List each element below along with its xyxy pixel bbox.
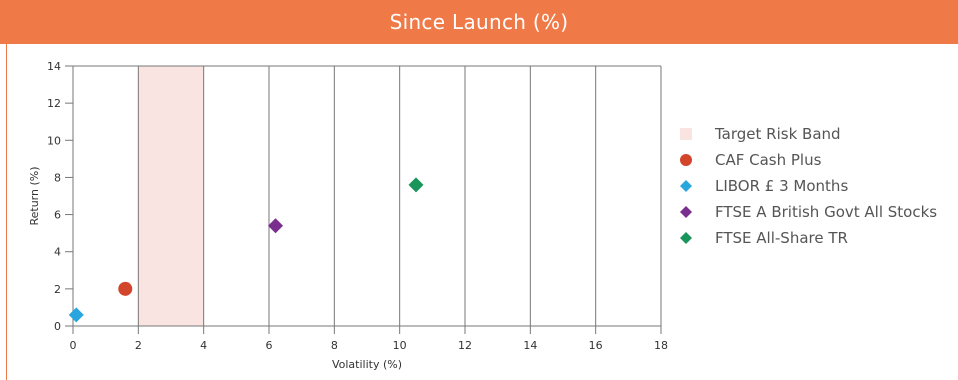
x-tick-label: 18 [654, 339, 668, 352]
legend-label: Target Risk Band [714, 125, 841, 143]
data-point-ftse-all-share-tr [408, 177, 424, 193]
left-border [6, 44, 7, 380]
data-point-ftse-a-british-govt-all-stocks [268, 218, 284, 234]
x-tick-label: 0 [70, 339, 77, 352]
y-tick-label: 10 [47, 134, 61, 147]
legend-swatch-libor-3-months [680, 180, 692, 192]
target-risk-band [138, 66, 204, 326]
legend-label: LIBOR £ 3 Months [715, 177, 848, 195]
x-tick-label: 16 [589, 339, 603, 352]
y-tick-label: 0 [54, 320, 61, 333]
legend-label: FTSE A British Govt All Stocks [715, 203, 937, 221]
legend-swatch-ftse-a-british-govt-all-stocks [680, 206, 692, 218]
y-axis-title: Return (%) [28, 166, 41, 225]
chart-title-bar: Since Launch (%) [0, 0, 958, 44]
data-point-caf-cash-plus [118, 281, 133, 296]
legend-label: CAF Cash Plus [715, 151, 822, 169]
legend-label: FTSE All-Share TR [715, 229, 848, 247]
chart-title: Since Launch (%) [389, 10, 569, 34]
data-point-libor-3-months [68, 307, 84, 323]
x-tick-label: 14 [523, 339, 537, 352]
y-tick-label: 4 [54, 246, 61, 259]
x-tick-label: 12 [458, 339, 472, 352]
y-tick-label: 6 [54, 209, 61, 222]
x-tick-label: 6 [266, 339, 273, 352]
y-tick-label: 14 [47, 60, 61, 73]
y-tick-label: 2 [54, 283, 61, 296]
x-tick-label: 2 [135, 339, 142, 352]
legend-swatch-target-risk-band [680, 128, 692, 140]
x-tick-label: 8 [331, 339, 338, 352]
x-tick-label: 10 [393, 339, 407, 352]
y-tick-label: 8 [54, 171, 61, 184]
x-tick-label: 4 [200, 339, 207, 352]
x-axis-title: Volatility (%) [332, 358, 402, 371]
legend-swatch-caf-cash-plus [680, 154, 692, 166]
legend-swatch-ftse-all-share-tr [680, 232, 692, 244]
y-tick-label: 12 [47, 97, 61, 110]
